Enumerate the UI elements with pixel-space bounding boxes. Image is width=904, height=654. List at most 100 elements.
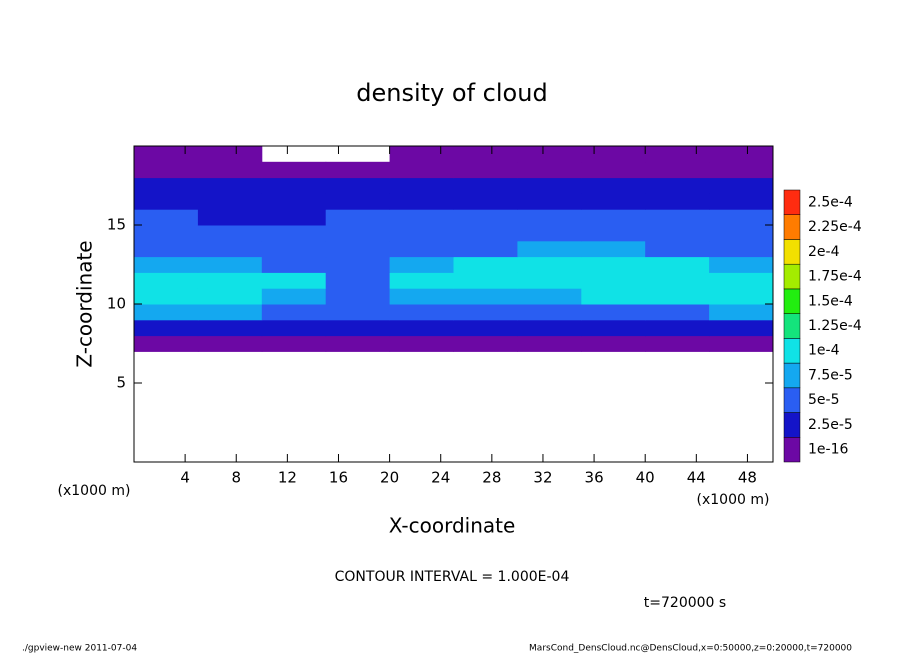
- heat-cell: [453, 272, 518, 289]
- heat-cell: [134, 209, 199, 226]
- colorbar-box: [783, 437, 801, 463]
- heat-cell: [453, 225, 518, 242]
- heat-cell: [709, 272, 774, 289]
- heat-cell: [581, 240, 646, 258]
- colorbar-box: [783, 362, 801, 389]
- heat-cell: [325, 193, 391, 210]
- heat-cell: [581, 256, 646, 273]
- heat-cell: [709, 193, 774, 210]
- heat-cell: [134, 272, 199, 289]
- heat-cell: [453, 209, 518, 226]
- heat-cell: [261, 288, 327, 305]
- colorbar-label: 2.5e-4: [808, 194, 853, 210]
- heat-cell: [453, 146, 518, 163]
- heat-cell: [389, 193, 454, 210]
- heat-cell: [134, 304, 199, 321]
- y-unit: (x1000 m): [58, 483, 131, 499]
- heat-cell: [453, 319, 518, 337]
- heat-cell: [517, 240, 582, 258]
- heat-cell: [261, 304, 327, 321]
- heat-cell: [389, 335, 454, 352]
- heat-cell: [517, 335, 582, 352]
- heat-cell: [581, 335, 646, 352]
- colorbar-label: 7.5e-5: [808, 367, 853, 383]
- heat-cell: [134, 288, 199, 305]
- heat-cell: [709, 288, 774, 305]
- heat-cell: [453, 240, 518, 258]
- heat-cell: [645, 304, 710, 321]
- heat-cell: [389, 146, 454, 163]
- heat-cell: [325, 256, 391, 273]
- heat-cell: [645, 161, 710, 179]
- colorbar-label: 1e-16: [808, 442, 848, 458]
- footer-left: ./gpview-new 2011-07-04: [22, 644, 137, 654]
- colorbar-box: [783, 387, 801, 413]
- heat-cell: [261, 161, 327, 179]
- chart-title: density of cloud: [356, 79, 547, 107]
- heat-cell: [453, 177, 518, 194]
- heat-cell: [645, 240, 710, 258]
- heat-cell: [134, 225, 199, 242]
- heat-cell: [389, 161, 454, 179]
- heat-cell: [645, 146, 710, 163]
- heat-cell: [709, 209, 774, 226]
- heat-cell: [325, 177, 391, 194]
- x-tick-label: 20: [380, 469, 399, 487]
- colorbar-box: [783, 338, 801, 364]
- heat-cell: [325, 209, 391, 226]
- heat-cell: [134, 240, 199, 258]
- heat-cell: [134, 193, 199, 210]
- heat-cell: [134, 256, 199, 273]
- y-tick-label: 10: [107, 295, 126, 313]
- heat-cell: [197, 146, 263, 163]
- heat-cell: [389, 319, 454, 337]
- heat-cell: [581, 161, 646, 179]
- heat-cell: [453, 193, 518, 210]
- heat-cell: [261, 225, 327, 242]
- heat-cell: [389, 240, 454, 258]
- heat-cell: [325, 225, 391, 242]
- x-tick-label: 4: [180, 469, 190, 487]
- heat-cell: [197, 288, 263, 305]
- colorbar-box: [783, 214, 801, 240]
- heat-cell: [325, 240, 391, 258]
- heat-cell: [261, 209, 327, 226]
- heat-cell: [581, 193, 646, 210]
- heat-cell: [197, 335, 263, 352]
- heat-cell: [325, 304, 391, 321]
- heat-cell: [389, 288, 454, 305]
- colorbar-label: 1e-4: [808, 343, 840, 359]
- heat-cell: [197, 161, 263, 179]
- y-tick-label: 15: [107, 216, 126, 234]
- colorbar-label: 2.25e-4: [808, 219, 862, 235]
- heat-cell: [134, 146, 199, 163]
- heat-cell: [517, 319, 582, 337]
- colorbar-box: [783, 239, 801, 265]
- heat-cell: [197, 177, 263, 194]
- heat-cell: [325, 272, 391, 289]
- heat-cell: [197, 256, 263, 273]
- heat-cell: [517, 288, 582, 305]
- heat-cell: [709, 146, 774, 163]
- colorbar-label: 1.75e-4: [808, 269, 862, 285]
- y-tick-label: 5: [116, 374, 126, 392]
- heat-cell: [197, 240, 263, 258]
- heat-cell: [197, 209, 263, 226]
- x-tick-label: 48: [738, 469, 757, 487]
- heat-cell: [709, 225, 774, 242]
- colorbar-box: [783, 189, 801, 215]
- heat-cell: [453, 161, 518, 179]
- heat-cell: [134, 319, 199, 337]
- colorbar-label: 5e-5: [808, 392, 839, 408]
- x-tick-label: 8: [231, 469, 241, 487]
- heat-cell: [709, 240, 774, 258]
- heat-cell: [581, 272, 646, 289]
- footer-right: MarsCond_DensCloud.nc@DensCloud,x=0:5000…: [529, 644, 852, 654]
- heat-cell: [389, 225, 454, 242]
- x-tick-label: 16: [329, 469, 348, 487]
- time-note: t=720000 s: [644, 595, 726, 611]
- colorbar-box: [783, 313, 801, 339]
- x-tick-label: 12: [278, 469, 297, 487]
